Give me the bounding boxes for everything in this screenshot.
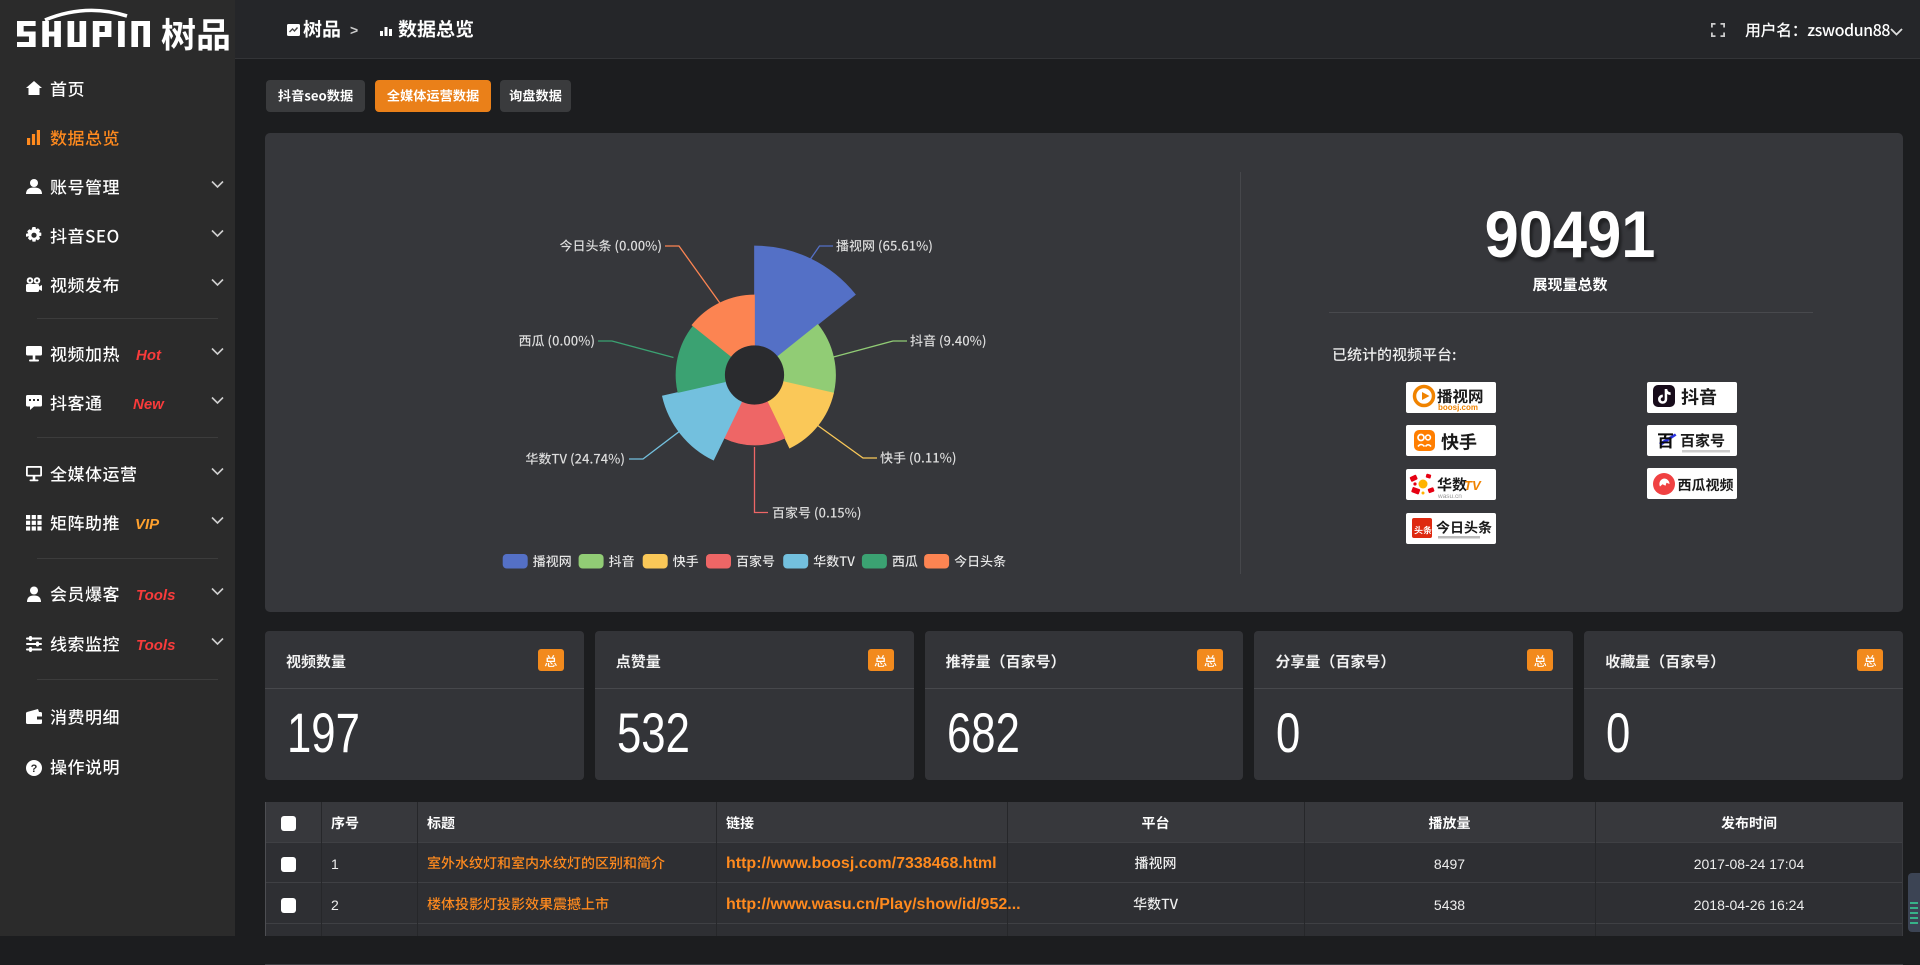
svg-text:TV: TV — [1464, 478, 1482, 493]
svg-text:>: > — [350, 22, 358, 38]
svg-text:wasu.cn: wasu.cn — [1437, 493, 1462, 500]
svg-text:?: ? — [31, 763, 38, 775]
svg-text:boosj.com: boosj.com — [1438, 403, 1478, 412]
